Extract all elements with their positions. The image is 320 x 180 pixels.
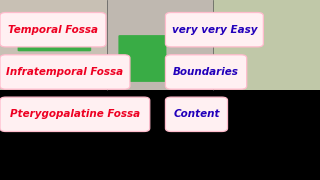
FancyBboxPatch shape [165,97,228,131]
Bar [213,0,320,90]
FancyBboxPatch shape [18,17,91,51]
Bar [0,0,107,90]
FancyBboxPatch shape [165,13,263,47]
Text: Pterygopalatine Fossa: Pterygopalatine Fossa [10,109,140,119]
Text: Infratemporal Fossa: Infratemporal Fossa [6,67,124,77]
FancyBboxPatch shape [0,97,150,131]
FancyBboxPatch shape [165,55,247,89]
Text: very very Easy: very very Easy [172,25,257,35]
Bar [107,0,213,90]
FancyBboxPatch shape [0,13,106,47]
Text: Temporal Fossa: Temporal Fossa [8,25,98,35]
FancyBboxPatch shape [118,35,166,82]
Text: Boundaries: Boundaries [173,67,239,77]
Text: Content: Content [173,109,220,119]
FancyBboxPatch shape [0,55,130,89]
